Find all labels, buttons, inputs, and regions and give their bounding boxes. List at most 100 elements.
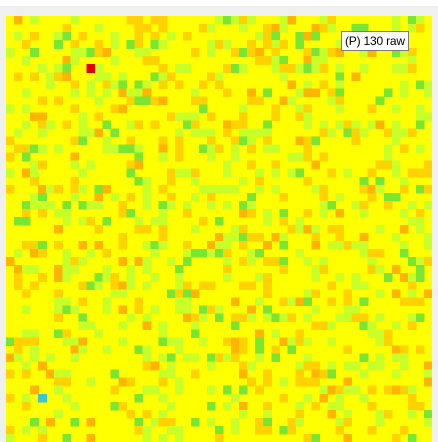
- heatmap-cell: [174, 80, 184, 89]
- heatmap-cell: [255, 32, 264, 41]
- heatmap-cell: [182, 120, 192, 130]
- heatmap-cell: [158, 241, 168, 250]
- heatmap-cell: [295, 409, 304, 419]
- heatmap-cell: [279, 425, 288, 435]
- heatmap-cell: [399, 144, 409, 154]
- heatmap-cell: [279, 208, 288, 218]
- heatmap-cell: [142, 313, 152, 323]
- heatmap-cell: [54, 265, 63, 274]
- heatmap-cell: [46, 72, 55, 81]
- heatmap-cell: [38, 200, 47, 210]
- heatmap-cell: [118, 233, 128, 242]
- heatmap-cell: [158, 200, 168, 210]
- heatmap-cell: [214, 353, 224, 363]
- heatmap-cell: [239, 64, 248, 73]
- heatmap-cell: [263, 56, 272, 65]
- heatmap-cell: [263, 257, 272, 266]
- heatmap-cell: [150, 120, 160, 130]
- heatmap-cell: [22, 120, 31, 130]
- heatmap-cell: [407, 200, 417, 210]
- heatmap-cell: [206, 40, 216, 49]
- heatmap-cell: [22, 401, 31, 411]
- heatmap-cell: [198, 281, 208, 290]
- heatmap-cell: [174, 168, 184, 178]
- heatmap-cell: [239, 136, 248, 146]
- heatmap-cell: [391, 369, 401, 379]
- heatmap-cell: [287, 96, 296, 106]
- heatmap-cell: [166, 32, 176, 41]
- raw-data-heatmap[interactable]: [6, 16, 432, 442]
- heatmap-cell: [134, 24, 144, 33]
- heatmap-cell: [247, 313, 256, 323]
- heatmap-cell: [214, 16, 224, 25]
- heatmap-cell: [399, 345, 409, 355]
- heatmap-cell: [158, 433, 168, 442]
- heatmap-cell: [415, 184, 425, 194]
- heatmap-cell: [231, 297, 240, 306]
- heatmap-cell: [303, 136, 313, 146]
- heatmap-cell: [38, 96, 47, 106]
- heatmap-cell: [190, 353, 200, 363]
- heatmap-cell: [303, 208, 313, 218]
- heatmap-cell: [279, 241, 288, 250]
- heatmap-cell: [327, 16, 337, 25]
- heatmap-cell: [86, 80, 96, 89]
- heatmap-cell: [231, 224, 240, 234]
- heatmap-cell: [383, 337, 393, 347]
- heatmap-cell: [102, 273, 112, 282]
- heatmap-cell: [375, 417, 385, 427]
- heatmap-cell: [383, 409, 393, 419]
- heatmap-cell: [190, 289, 200, 298]
- heatmap-cell: [94, 281, 104, 290]
- heatmap-cell: [182, 289, 192, 298]
- heatmap-cell: [22, 369, 31, 379]
- heatmap-cell: [190, 48, 200, 57]
- heatmap-cell: [399, 249, 409, 258]
- heatmap-cell: [407, 393, 417, 403]
- heatmap-cell: [14, 345, 23, 355]
- heatmap-cell: [30, 241, 39, 250]
- heatmap-cell: [198, 128, 208, 138]
- heatmap-cell: [78, 136, 87, 146]
- heatmap-cell: [182, 297, 192, 306]
- heatmap-cell: [263, 40, 272, 49]
- heatmap-cell: [335, 401, 345, 411]
- heatmap-cell: [206, 184, 216, 194]
- heatmap-cell: [383, 385, 393, 395]
- heatmap-cell: [206, 192, 216, 202]
- heatmap-cell: [287, 425, 296, 435]
- heatmap-cell: [223, 273, 232, 282]
- heatmap-cell: [303, 433, 313, 442]
- heatmap-cell: [158, 393, 168, 403]
- heatmap-cell: [126, 144, 136, 154]
- heatmap-cell: [351, 281, 361, 290]
- heatmap-cell: [223, 128, 232, 138]
- heatmap-cell: [126, 208, 136, 218]
- heatmap-cell: [335, 233, 345, 242]
- heatmap-cell: [6, 104, 15, 114]
- heatmap-cell: [367, 168, 377, 178]
- heatmap-cell: [423, 377, 432, 387]
- heatmap-cell: [14, 281, 23, 290]
- heatmap-cell: [375, 96, 385, 106]
- heatmap-cell: [311, 433, 321, 442]
- heatmap-cell: [375, 160, 385, 170]
- heatmap-cell: [311, 56, 321, 65]
- heatmap-cell: [206, 128, 216, 138]
- heatmap-cell: [14, 32, 23, 41]
- heatmap-cell: [38, 160, 47, 170]
- heatmap-cell: [255, 184, 264, 194]
- heatmap-cell: [295, 329, 304, 339]
- heatmap-cell: [198, 24, 208, 33]
- heatmap-cell: [198, 104, 208, 114]
- heatmap-cell: [214, 80, 224, 89]
- heatmap-cell: [319, 192, 329, 202]
- heatmap-cell: [62, 377, 71, 387]
- heatmap-cell: [126, 40, 136, 49]
- heatmap-cell: [86, 200, 96, 210]
- heatmap-cell: [38, 184, 47, 194]
- heatmap-cell: [375, 184, 385, 194]
- heatmap-cell: [190, 249, 200, 258]
- heatmap-cell: [415, 273, 425, 282]
- heatmap-cell: [223, 401, 232, 411]
